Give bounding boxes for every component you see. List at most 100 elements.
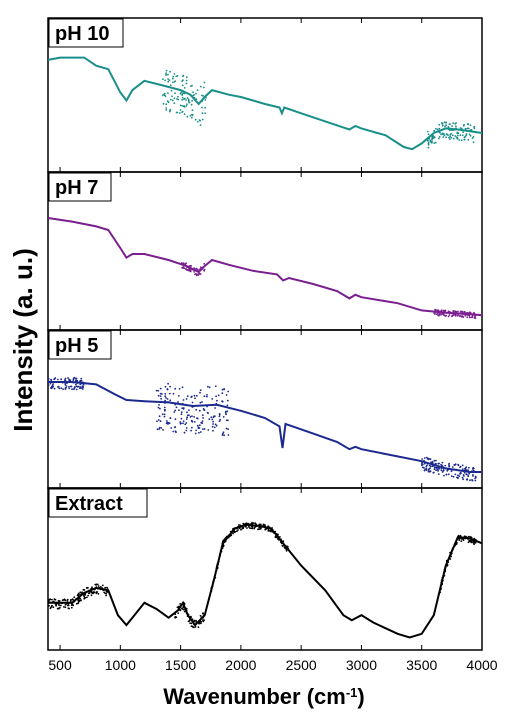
data-point [474,541,477,544]
data-point [179,421,182,423]
data-point [161,413,164,416]
data-point [174,426,176,429]
data-point [169,84,172,87]
data-point [216,399,218,402]
data-point [447,315,450,318]
data-point [169,109,172,112]
data-point [199,431,202,433]
data-point [189,114,192,117]
data-point [77,593,79,596]
data-point [70,606,73,609]
data-point [196,89,199,91]
data-point [281,544,284,547]
data-point [433,142,436,145]
data-point [73,388,75,391]
data-point [213,426,216,429]
data-point [169,110,171,113]
panel-label: pH 5 [55,335,98,357]
data-point [473,311,475,314]
data-point [433,459,436,462]
data-point [181,607,183,610]
data-point [189,269,192,271]
data-point [454,122,457,125]
data-point [471,479,473,481]
data-point [211,425,214,428]
data-point [465,478,468,481]
data-point [433,136,435,139]
data-point [463,136,466,139]
data-point [158,426,161,429]
data-point [214,423,217,426]
data-point [457,474,459,477]
data-point [461,468,464,470]
data-point [441,124,444,127]
data-point [203,619,206,621]
data-point [213,415,215,418]
data-point [51,598,53,601]
data-point [95,591,98,593]
data-point [221,392,224,395]
data-point [181,386,184,389]
data-point [456,315,459,317]
data-point [70,385,73,388]
data-point [77,599,80,602]
data-point [221,388,224,391]
data-point [225,419,228,422]
data-point [64,383,67,386]
data-point [157,394,160,397]
data-point [434,141,437,144]
data-point [188,409,190,411]
data-point [164,79,167,82]
data-point [174,92,176,95]
data-point [171,77,174,80]
data-point [445,136,447,139]
data-point [212,423,215,425]
data-point [218,415,221,418]
data-point [468,472,471,475]
data-point [424,468,426,471]
data-point [182,74,185,77]
data-point [59,604,62,607]
data-point [182,407,185,409]
data-point [199,391,201,394]
data-point [468,311,471,314]
data-point [97,593,100,595]
data-point [285,549,288,552]
data-point [164,395,167,398]
data-point [461,476,464,479]
data-point [69,379,72,382]
data-point [95,583,98,586]
data-point [195,274,198,277]
data-point [443,474,445,477]
data-point [198,272,200,275]
data-point [199,401,202,404]
data-point [201,420,204,422]
data-point [240,528,242,531]
panel-extract: Extract [47,487,483,651]
data-point [163,413,166,416]
data-point [184,97,186,100]
data-point [79,386,81,388]
data-point [462,474,465,476]
data-point [221,400,224,403]
data-point [438,123,441,126]
data-point [191,625,194,628]
data-point [167,382,170,385]
data-point [66,604,69,607]
data-point [451,125,453,128]
data-point [198,431,200,434]
data-point [451,466,454,468]
data-point [252,522,255,524]
data-point [182,267,185,269]
data-point [449,135,451,138]
data-point [189,416,192,418]
data-point [195,395,198,397]
data-point [193,271,196,273]
x-tick-label: 1000 [105,657,136,673]
data-point [185,105,188,107]
data-point [47,378,50,380]
data-point [457,477,459,480]
data-point [166,388,169,390]
data-point [225,410,227,413]
data-point [194,432,197,435]
